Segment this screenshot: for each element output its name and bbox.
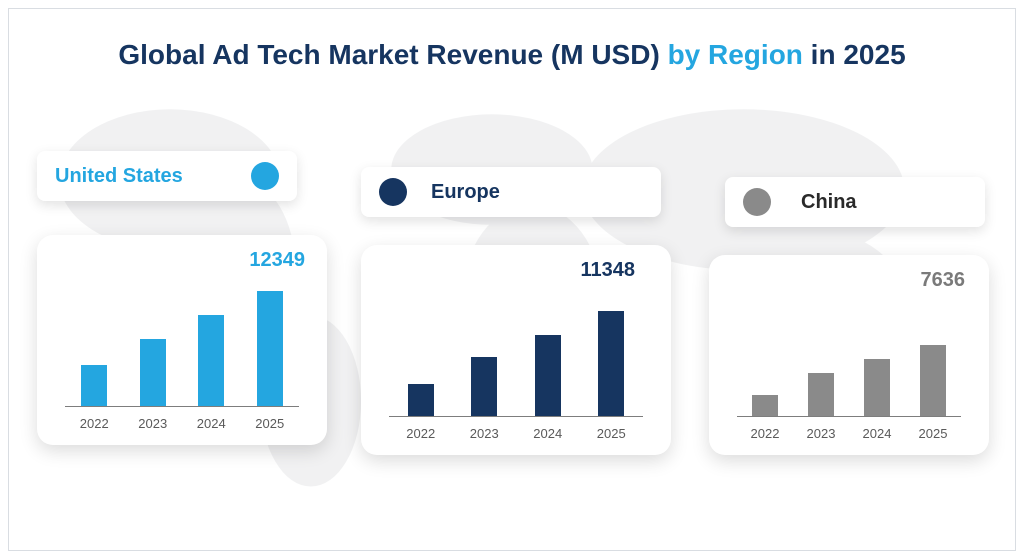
bars-cn: [737, 287, 961, 417]
bar-eu-2024: [535, 335, 561, 416]
x-label-eu-2025: 2025: [597, 426, 626, 441]
legend-pill-eu: Europe: [361, 167, 661, 217]
title-part2: by Region: [668, 39, 803, 70]
value-label-eu: 11348: [580, 259, 635, 282]
title-part3: in 2025: [803, 39, 906, 70]
bar-eu-2025: [598, 311, 624, 416]
bar-cn-2024: [864, 359, 890, 416]
legend-label-us: United States: [55, 165, 183, 188]
bar-cn-2023: [808, 373, 834, 416]
x-label-eu-2023: 2023: [470, 426, 499, 441]
x-label-cn-2023: 2023: [807, 426, 836, 441]
infographic-frame: Global Ad Tech Market Revenue (M USD) by…: [8, 8, 1016, 551]
legend-pill-cn: China: [725, 177, 985, 227]
legend-dot-cn: [743, 188, 771, 216]
legend-dot-eu: [379, 178, 407, 206]
chart-card-us: 12349 2022 2023 2024 2025: [37, 235, 327, 445]
title-part1: Global Ad Tech Market Revenue (M USD): [118, 39, 667, 70]
x-label-cn-2025: 2025: [919, 426, 948, 441]
bar-eu-2022: [408, 384, 434, 416]
x-labels-eu: 2022 2023 2024 2025: [389, 426, 643, 441]
x-labels-cn: 2022 2023 2024 2025: [737, 426, 961, 441]
bars-us: [65, 277, 299, 407]
x-labels-us: 2022 2023 2024 2025: [65, 416, 299, 431]
bars-eu: [389, 287, 643, 417]
legend-label-eu: Europe: [431, 181, 500, 204]
x-label-us-2022: 2022: [80, 416, 109, 431]
legend-label-cn: China: [801, 191, 857, 214]
chart-card-cn: 7636 2022202320242025: [709, 255, 989, 455]
x-label-us-2025: 2025: [255, 416, 284, 431]
x-label-cn-2022: 2022: [751, 426, 780, 441]
bar-us-2024: [198, 315, 224, 406]
bar-eu-2023: [471, 357, 497, 416]
x-label-eu-2024: 2024: [533, 426, 562, 441]
chart-area-us: 12349 2022202320242025: [55, 253, 309, 435]
chart-title: Global Ad Tech Market Revenue (M USD) by…: [9, 39, 1015, 71]
chart-area-cn: 7636 2022202320242025: [727, 273, 971, 445]
legend-pill-us: United States: [37, 151, 297, 201]
chart-area-eu: 11348 2022202320242025: [379, 263, 653, 445]
chart-card-eu: 11348 2022 2023 2024 2025: [361, 245, 671, 455]
x-label-us-2023: 2023: [138, 416, 167, 431]
x-label-us-2024: 2024: [197, 416, 226, 431]
x-label-cn-2024: 2024: [863, 426, 892, 441]
x-label-eu-2022: 2022: [406, 426, 435, 441]
value-label-us: 12349: [249, 249, 305, 272]
bar-cn-2025: [920, 345, 946, 416]
bar-us-2025: [257, 291, 283, 406]
bar-us-2023: [140, 339, 166, 406]
bar-us-2022: [81, 365, 107, 406]
bar-cn-2022: [752, 395, 778, 416]
legend-dot-us: [251, 162, 279, 190]
